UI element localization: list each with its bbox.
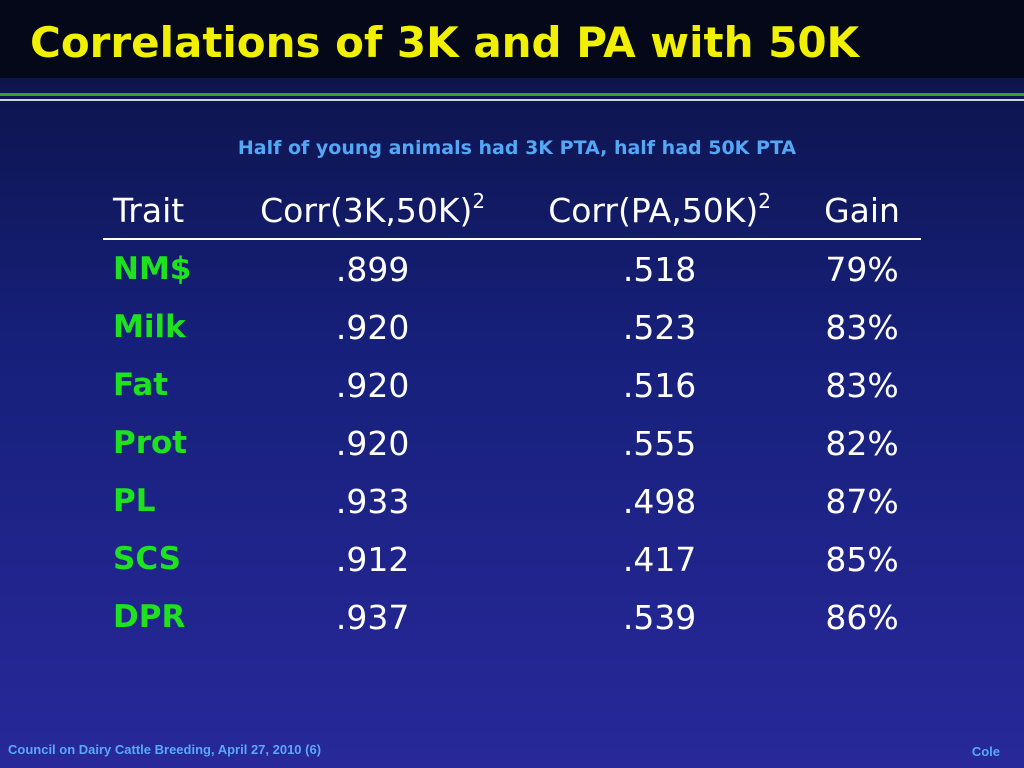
header-trait: Trait xyxy=(103,182,230,240)
gain-value: 86% xyxy=(825,597,899,637)
table-row: NM$ .899 .518 79% xyxy=(103,239,921,298)
gain-value: 87% xyxy=(825,481,899,521)
gain-value: 85% xyxy=(825,539,899,579)
table-row: PL .933 .498 87% xyxy=(103,472,921,530)
footer-author: Cole xyxy=(971,744,1000,759)
trait-name: PL xyxy=(113,483,156,519)
corr-3k-value: .899 xyxy=(335,249,410,289)
header-corr-3k: Corr(3K,50K)2 xyxy=(229,182,517,240)
corr-pa-value: .498 xyxy=(622,481,697,521)
corr-pa-value: .417 xyxy=(622,539,697,579)
slide-subtitle: Half of young animals had 3K PTA, half h… xyxy=(237,137,797,159)
footer-citation: Council on Dairy Cattle Breeding, April … xyxy=(8,742,322,757)
corr-pa-value: .516 xyxy=(622,365,697,405)
table-row: Prot .920 .555 82% xyxy=(103,414,921,472)
gain-value: 83% xyxy=(825,307,899,347)
corr-3k-value: .920 xyxy=(335,423,410,463)
trait-name: NM$ xyxy=(113,251,192,287)
table-header-row: Trait Corr(3K,50K)2 Corr(PA,50K)2 Gain xyxy=(103,182,921,240)
header-corr-3k-label: Corr(3K,50K) xyxy=(260,190,473,230)
corr-3k-value: .937 xyxy=(335,597,410,637)
header-gain: Gain xyxy=(803,182,921,240)
table-row: Fat .920 .516 83% xyxy=(103,356,921,414)
corr-pa-value: .539 xyxy=(622,597,697,637)
trait-name: Fat xyxy=(113,367,169,403)
corr-pa-value: .518 xyxy=(622,249,697,289)
corr-pa-value: .523 xyxy=(622,307,697,347)
gain-value: 83% xyxy=(825,365,899,405)
corr-3k-value: .920 xyxy=(335,365,410,405)
correlation-table: Trait Corr(3K,50K)2 Corr(PA,50K)2 Gain N… xyxy=(103,182,921,646)
header-gain-label: Gain xyxy=(824,190,900,230)
trait-name: SCS xyxy=(113,541,181,577)
table-row: DPR .937 .539 86% xyxy=(103,588,921,646)
trait-name: Prot xyxy=(113,425,188,461)
trait-name: Milk xyxy=(113,309,186,345)
gain-value: 82% xyxy=(825,423,899,463)
table-row: Milk .920 .523 83% xyxy=(103,298,921,356)
header-corr-3k-superscript: 2 xyxy=(472,188,486,213)
corr-3k-value: .920 xyxy=(335,307,410,347)
corr-pa-value: .555 xyxy=(622,423,697,463)
trait-name: DPR xyxy=(113,599,186,635)
title-divider-green xyxy=(0,93,1024,96)
header-corr-pa-label: Corr(PA,50K) xyxy=(548,190,759,230)
header-trait-label: Trait xyxy=(113,190,185,230)
gain-value: 79% xyxy=(825,249,899,289)
title-divider-light xyxy=(0,99,1024,101)
title-bar xyxy=(0,0,1024,78)
header-corr-pa-superscript: 2 xyxy=(758,188,771,213)
header-corr-pa: Corr(PA,50K)2 xyxy=(516,182,804,240)
corr-3k-value: .933 xyxy=(335,481,410,521)
slide-title: Correlations of 3K and PA with 50K xyxy=(30,18,860,67)
table-row: SCS .912 .417 85% xyxy=(103,530,921,588)
corr-3k-value: .912 xyxy=(335,539,410,579)
